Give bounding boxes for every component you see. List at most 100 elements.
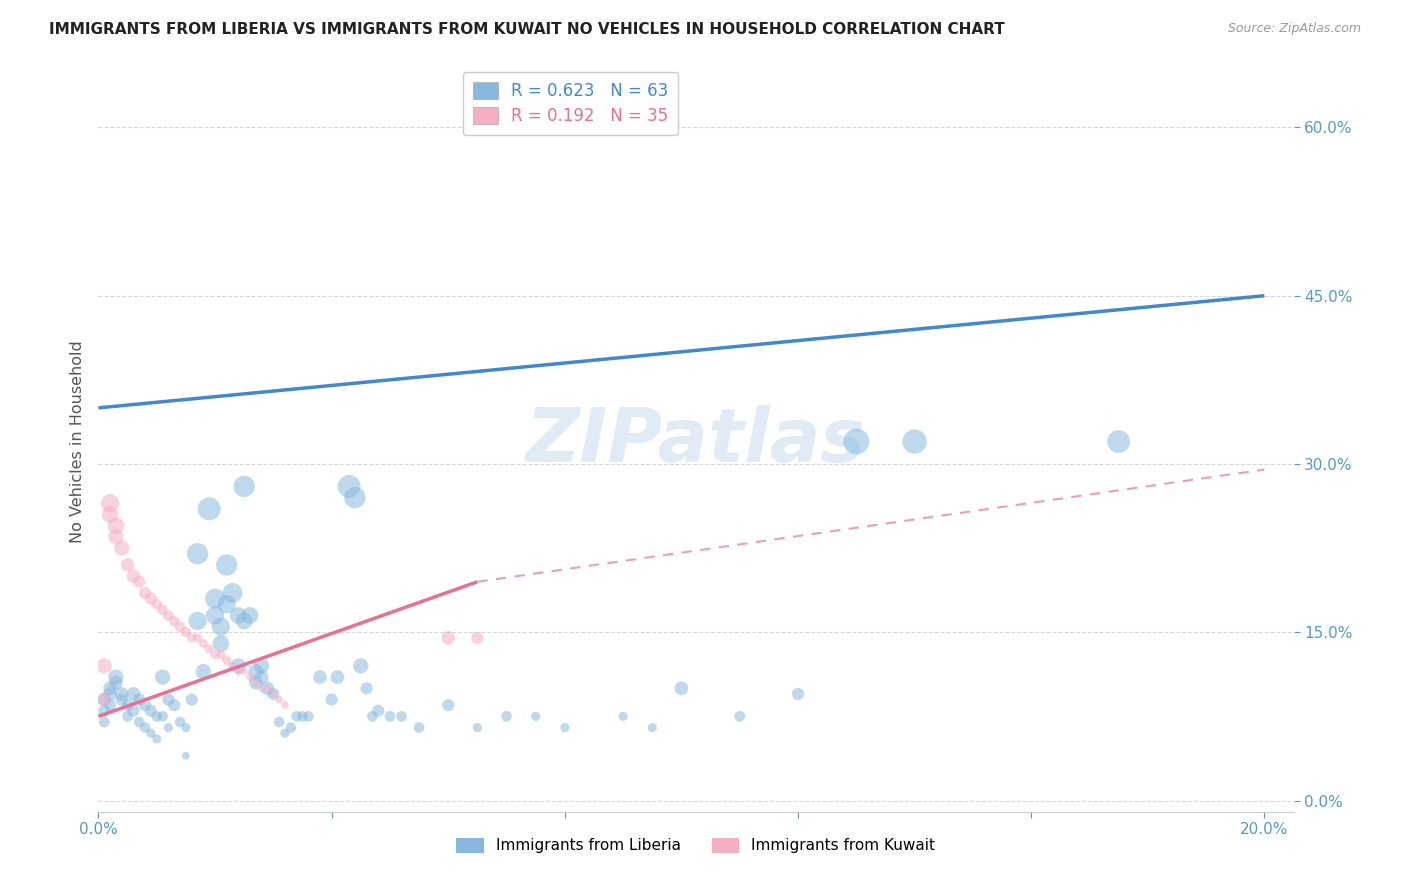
Y-axis label: No Vehicles in Household: No Vehicles in Household	[69, 340, 84, 543]
Point	[215, 558, 238, 572]
Point	[262, 687, 284, 701]
Point	[245, 675, 267, 690]
Point	[671, 681, 693, 696]
Point	[122, 704, 145, 718]
Point	[98, 687, 121, 701]
Point	[122, 687, 145, 701]
Point	[174, 625, 197, 640]
Point	[1108, 434, 1130, 449]
Point	[250, 670, 273, 684]
Point	[128, 574, 150, 589]
Point	[787, 687, 810, 701]
Point	[250, 659, 273, 673]
Point	[467, 721, 489, 735]
Point	[228, 659, 250, 673]
Point	[180, 692, 202, 706]
Point	[174, 721, 197, 735]
Point	[326, 670, 349, 684]
Point	[186, 547, 208, 561]
Point	[98, 508, 121, 522]
Point	[117, 709, 139, 723]
Point	[157, 608, 180, 623]
Point	[845, 434, 868, 449]
Point	[128, 714, 150, 729]
Point	[239, 608, 262, 623]
Point	[495, 709, 517, 723]
Point	[204, 648, 226, 662]
Point	[467, 631, 489, 645]
Point	[728, 709, 751, 723]
Point	[280, 721, 302, 735]
Point	[128, 692, 150, 706]
Point	[104, 518, 127, 533]
Point	[104, 530, 127, 544]
Point	[193, 665, 215, 679]
Point	[145, 731, 167, 746]
Point	[209, 619, 232, 633]
Point	[209, 648, 232, 662]
Point	[297, 709, 319, 723]
Point	[98, 698, 121, 713]
Point	[186, 614, 208, 628]
Point	[145, 709, 167, 723]
Point	[198, 642, 221, 657]
Point	[378, 709, 401, 723]
Point	[152, 603, 174, 617]
Point	[233, 665, 256, 679]
Point	[93, 714, 115, 729]
Point	[139, 704, 162, 718]
Point	[193, 636, 215, 650]
Point	[221, 659, 243, 673]
Point	[291, 709, 314, 723]
Point	[321, 692, 343, 706]
Point	[391, 709, 413, 723]
Point	[350, 659, 373, 673]
Text: IMMIGRANTS FROM LIBERIA VS IMMIGRANTS FROM KUWAIT NO VEHICLES IN HOUSEHOLD CORRE: IMMIGRANTS FROM LIBERIA VS IMMIGRANTS FR…	[49, 22, 1005, 37]
Point	[215, 597, 238, 611]
Point	[309, 670, 332, 684]
Point	[111, 687, 134, 701]
Point	[93, 692, 115, 706]
Point	[343, 491, 366, 505]
Point	[157, 692, 180, 706]
Point	[163, 698, 186, 713]
Point	[239, 670, 262, 684]
Point	[367, 704, 389, 718]
Point	[145, 597, 167, 611]
Point	[104, 670, 127, 684]
Point	[122, 569, 145, 583]
Point	[157, 721, 180, 735]
Text: ZIPatlas: ZIPatlas	[526, 405, 866, 478]
Point	[361, 709, 384, 723]
Point	[139, 591, 162, 606]
Point	[274, 726, 297, 740]
Point	[139, 726, 162, 740]
Point	[134, 698, 156, 713]
Point	[134, 721, 156, 735]
Legend: Immigrants from Liberia, Immigrants from Kuwait: Immigrants from Liberia, Immigrants from…	[450, 831, 942, 860]
Point	[117, 698, 139, 713]
Point	[111, 541, 134, 555]
Point	[93, 659, 115, 673]
Text: Source: ZipAtlas.com: Source: ZipAtlas.com	[1227, 22, 1361, 36]
Point	[356, 681, 378, 696]
Point	[269, 692, 291, 706]
Point	[233, 479, 256, 493]
Point	[169, 619, 191, 633]
Point	[134, 586, 156, 600]
Point	[152, 670, 174, 684]
Point	[256, 681, 278, 696]
Point	[612, 709, 634, 723]
Point	[337, 479, 360, 493]
Point	[262, 687, 284, 701]
Point	[903, 434, 925, 449]
Point	[93, 704, 115, 718]
Point	[180, 631, 202, 645]
Point	[245, 665, 267, 679]
Point	[408, 721, 430, 735]
Point	[98, 681, 121, 696]
Point	[186, 631, 208, 645]
Point	[98, 496, 121, 510]
Point	[111, 692, 134, 706]
Point	[104, 675, 127, 690]
